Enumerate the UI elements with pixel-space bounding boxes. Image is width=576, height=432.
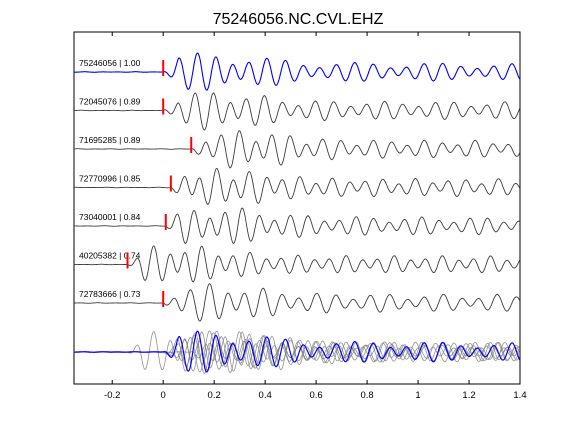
overlay-trace-line (74, 330, 521, 372)
overlay-trace-line (74, 330, 521, 373)
trace-line (74, 283, 521, 322)
trace-label: 40205382 | 0.74 (79, 251, 141, 261)
x-axis: -0.2 0 0.2 0.4 0.6 0.8 1 1.2 1.4 (104, 32, 527, 401)
trace-label: 71695285 | 0.89 (79, 135, 141, 145)
trace-line (74, 167, 521, 205)
x-tick-label: 1 (415, 390, 420, 401)
x-tick-label: -0.2 (104, 390, 120, 401)
trace-label: 73040001 | 0.84 (79, 212, 141, 222)
x-tick-label: 0.4 (259, 390, 272, 401)
plot-frame (73, 31, 521, 385)
trace-line (74, 245, 521, 283)
trace-label: 72045076 | 0.89 (79, 97, 141, 107)
overlay-trace-line (74, 330, 521, 373)
x-tick-label: 0.8 (360, 390, 373, 401)
trace-line (73, 92, 521, 131)
trace-line (74, 52, 521, 91)
x-tick-label: 0 (161, 390, 166, 401)
trace-line (74, 130, 521, 169)
traces-group: 75246056 | 1.00 72045076 | 0.89 71695285 |… (73, 52, 521, 374)
x-tick-label: 0.2 (208, 390, 221, 401)
x-tick-label: 1.2 (462, 390, 475, 401)
trace-label: 75246056 | 1.00 (79, 58, 141, 68)
trace-line (73, 207, 520, 244)
overlay-trace-line (74, 330, 521, 372)
chart-title: 75246056.NC.CVL.EHZ (213, 11, 384, 28)
x-tick-label: 1.4 (513, 390, 526, 401)
x-tick-label: 0.6 (310, 390, 323, 401)
trace-label: 72783666 | 0.73 (79, 289, 141, 299)
trace-label: 72770996 | 0.85 (79, 174, 141, 184)
